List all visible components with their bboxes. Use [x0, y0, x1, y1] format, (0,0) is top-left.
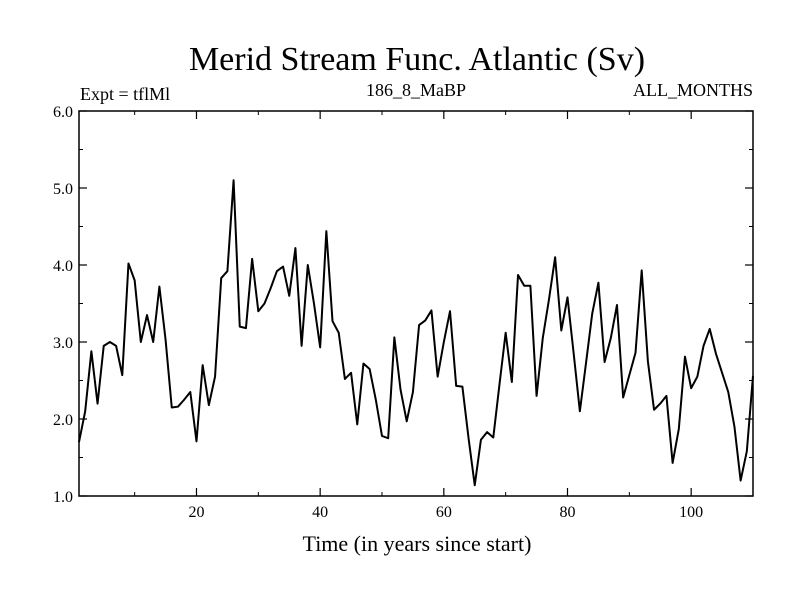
x-tick-label: 60	[436, 504, 452, 521]
months-label: ALL_MONTHS	[633, 80, 753, 100]
series-line	[78, 179, 754, 487]
y-tick-label: 4.0	[53, 258, 73, 275]
y-tick-label: 1.0	[53, 489, 73, 506]
x-tick-label: 100	[679, 504, 703, 521]
x-tick-label: 20	[188, 504, 204, 521]
y-tick-label: 2.0	[53, 412, 73, 429]
chart-title: Merid Stream Func. Atlantic (Sv)	[189, 41, 645, 78]
plot-frame	[78, 110, 754, 497]
y-tick-label: 6.0	[53, 104, 73, 121]
y-tick-label: 3.0	[53, 335, 73, 352]
x-tick-label: 80	[559, 504, 575, 521]
series-layer	[78, 179, 754, 487]
x-axis-label: Time (in years since start)	[303, 531, 532, 556]
period-label: 186_8_MaBP	[366, 80, 466, 100]
x-tick-label: 40	[312, 504, 328, 521]
y-axis-ticks: 1.0 2.0 3.0 4.0 5.0 6.0	[53, 104, 753, 506]
y-tick-label: 5.0	[53, 181, 73, 198]
experiment-label: Expt = tflMl	[80, 84, 170, 104]
x-axis-ticks: 20 40 60 80 100	[134, 111, 703, 521]
